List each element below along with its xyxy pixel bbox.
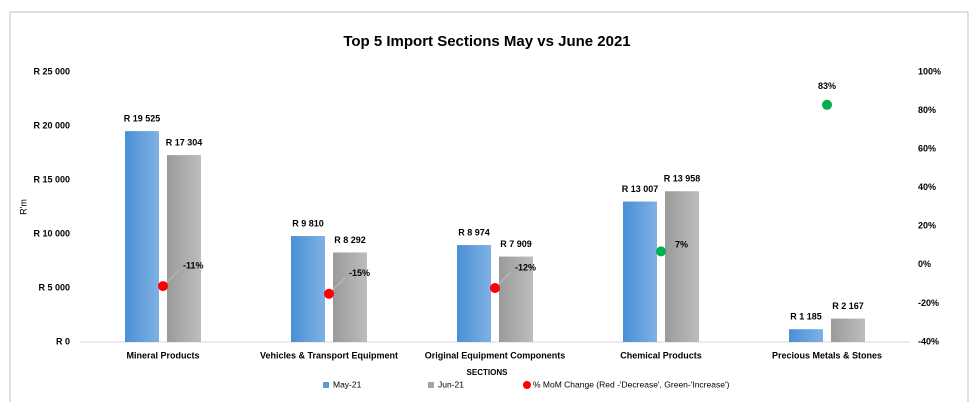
y-tick-label: R 25 000	[33, 66, 70, 76]
legend-label: % MoM Change (Red -'Decrease', Green-'In…	[533, 379, 730, 389]
data-label: R 9 810	[292, 218, 324, 228]
x-axis-title: SECTIONS	[467, 368, 509, 377]
y-tick-label: R 5 000	[38, 282, 70, 292]
bar	[499, 256, 533, 342]
bar	[125, 131, 159, 342]
chart-title: Top 5 Import Sections May vs June 2021	[343, 33, 630, 50]
bar	[665, 191, 699, 342]
legend-marker	[523, 381, 531, 389]
x-tick-label: Original Equipment Components	[425, 350, 566, 360]
y-tick-label: R 10 000	[33, 228, 70, 238]
legend-label: Jun-21	[438, 379, 464, 389]
mom-point	[656, 246, 666, 257]
x-tick-label: Vehicles & Transport Equipment	[260, 350, 398, 360]
data-label: R 13 958	[664, 174, 701, 184]
bar	[831, 318, 865, 342]
y2-tick-label: 0%	[918, 259, 931, 269]
data-label: R 2 167	[832, 301, 864, 311]
y-tick-label: R 20 000	[33, 120, 70, 130]
mom-point	[158, 281, 168, 292]
data-label: R 8 974	[458, 227, 490, 237]
data-label: -12%	[515, 262, 536, 272]
bar	[333, 252, 367, 342]
y2-tick-label: 60%	[918, 144, 936, 154]
bar	[789, 329, 823, 342]
y2-tick-label: -20%	[918, 298, 939, 308]
data-label: R 13 007	[622, 184, 659, 194]
y2-tick-label: 40%	[918, 182, 936, 192]
y2-tick-label: 20%	[918, 221, 936, 231]
bar	[167, 155, 201, 342]
mom-point	[490, 283, 500, 293]
x-tick-label: Precious Metals & Stones	[772, 350, 882, 360]
data-label: R 19 525	[124, 114, 161, 124]
mom-point	[324, 288, 334, 299]
x-tick-label: Mineral Products	[126, 350, 199, 360]
y2-tick-label: 100%	[918, 66, 941, 76]
legend-marker	[428, 382, 434, 388]
data-label: -15%	[349, 268, 370, 278]
data-label: 7%	[675, 240, 688, 250]
bar	[291, 236, 325, 342]
legend-marker	[323, 382, 329, 388]
y-tick-label: R 15 000	[33, 174, 70, 184]
data-label: -11%	[183, 260, 204, 270]
x-tick-label: Chemical Products	[620, 350, 702, 360]
y2-tick-label: -40%	[918, 336, 939, 346]
bar	[623, 201, 657, 342]
data-label: 83%	[818, 81, 836, 91]
bar	[457, 245, 491, 342]
mom-point	[822, 99, 832, 110]
data-label: R 7 909	[500, 239, 532, 249]
y-axis-title: R'm	[18, 199, 28, 215]
legend-label: May-21	[333, 379, 362, 389]
data-label: R 8 292	[334, 235, 366, 245]
data-label: R 1 185	[790, 312, 822, 322]
data-label: R 17 304	[166, 137, 203, 147]
y-tick-label: R 0	[56, 336, 70, 346]
y2-tick-label: 80%	[918, 105, 936, 115]
